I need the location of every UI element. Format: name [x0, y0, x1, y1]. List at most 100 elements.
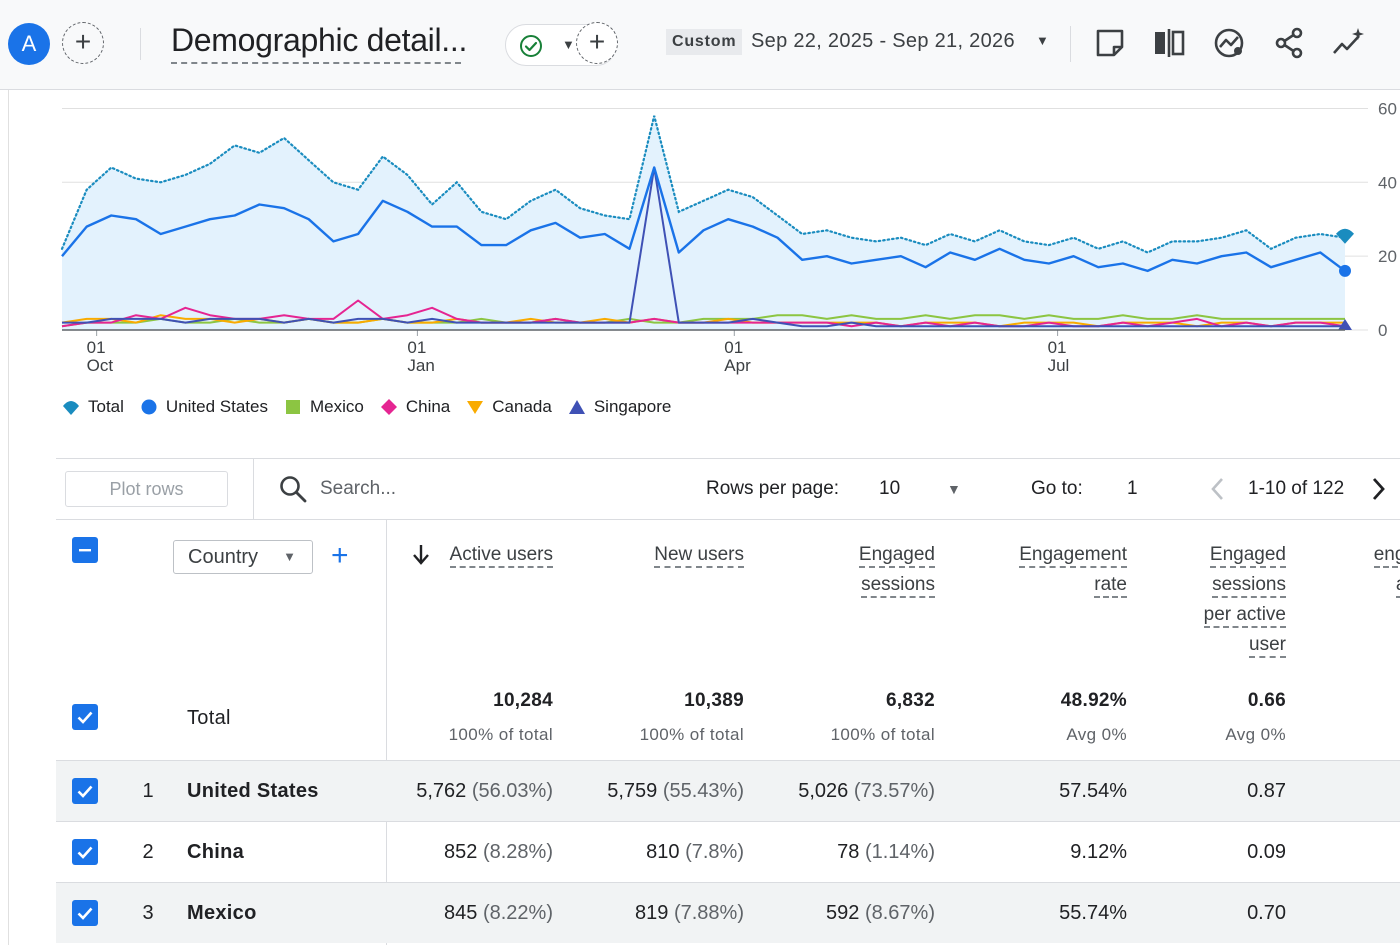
account-avatar[interactable]: A — [8, 23, 50, 65]
select-all-checkbox[interactable] — [72, 537, 98, 563]
caret-down-icon: ▼ — [562, 37, 575, 52]
table-total-row: Total 10,284 100% of total 10,389 100% of to… — [56, 690, 1400, 760]
column-header-text: sessions — [861, 574, 935, 598]
row-checkbox[interactable] — [72, 839, 98, 865]
cell-value: 592 — [826, 902, 860, 924]
country-name[interactable]: China — [187, 841, 245, 863]
table-cell: 0.09 — [1247, 841, 1286, 864]
insights-icon[interactable] — [1212, 26, 1246, 60]
table-cell: 5,762 (56.03%) — [416, 780, 553, 803]
legend-marker-mexico — [285, 400, 300, 414]
minus-icon — [79, 549, 91, 552]
cell-value: 0.09 — [1247, 841, 1286, 863]
table-row[interactable]: 1 United States 5,762 (56.03%) 5,759 (55.4… — [56, 760, 1400, 821]
y-tick-label: 40 — [1378, 173, 1397, 192]
column-header-text: Engaged — [858, 544, 935, 568]
legend-item-total[interactable]: Total — [62, 397, 124, 417]
date-preset-badge[interactable]: Custom — [666, 29, 743, 55]
add-comparison-button[interactable]: + — [62, 22, 104, 64]
legend-item-canada[interactable]: Canada — [466, 397, 552, 417]
legend-item-mexico[interactable]: Mexico — [284, 397, 364, 417]
cell-value: 55.74% — [1059, 902, 1127, 924]
row-checkbox[interactable] — [72, 778, 98, 804]
table-cell: 0.70 — [1247, 902, 1286, 925]
table-cell: 810 (7.8%) — [646, 841, 744, 864]
legend-item-united-states[interactable]: United States — [140, 397, 268, 417]
table-cell: 57.54% — [1059, 780, 1127, 803]
x-tick-month: Jan — [407, 356, 434, 375]
legend-item-singapore[interactable]: Singapore — [568, 397, 672, 417]
column-header-text: enga — [1373, 544, 1400, 568]
total-value: 48.92% — [1060, 690, 1127, 711]
table-row[interactable]: 3 Mexico 845 (8.22%) 819 (7.88%) 592 (8.67%… — [56, 882, 1400, 943]
row-checkbox[interactable] — [72, 900, 98, 926]
edit-note-icon[interactable] — [1093, 26, 1127, 60]
legend-label: Singapore — [593, 397, 672, 416]
column-header-0[interactable]: Active users — [449, 540, 553, 570]
cell-value: 0.87 — [1247, 780, 1286, 802]
compare-icon[interactable] — [1152, 26, 1186, 60]
search-input[interactable] — [320, 474, 600, 504]
cell-value: 0.70 — [1247, 902, 1286, 924]
legend-marker-total — [63, 401, 79, 415]
table-row[interactable]: 2 China 852 (8.28%) 810 (7.8%) 78 (1.14%) 9.… — [56, 821, 1400, 882]
caret-down-icon[interactable]: ▼ — [1036, 33, 1049, 48]
cell-value: 57.54% — [1059, 780, 1127, 802]
column-header-text: ac — [1395, 574, 1400, 598]
legend-label: Total — [88, 397, 124, 416]
share-icon[interactable] — [1272, 26, 1306, 60]
rows-per-page-select[interactable]: 10 — [879, 478, 901, 499]
legend-marker-united-states — [141, 399, 157, 415]
add-icon: + — [74, 26, 92, 57]
arrow-down-icon[interactable] — [411, 542, 431, 566]
cell-value: 852 — [444, 841, 478, 863]
plot-rows-button[interactable]: Plot rows — [65, 471, 228, 507]
chevron-right-icon[interactable] — [1366, 474, 1390, 504]
divider — [140, 28, 141, 60]
country-name[interactable]: Mexico — [187, 902, 257, 924]
column-header-text: New users — [654, 544, 744, 568]
total-subtext: Avg 0% — [1225, 725, 1286, 744]
x-tick-day: 01 — [407, 338, 426, 357]
total-subtext: 100% of total — [448, 725, 553, 744]
data-table: Country ▼ + Active users New users Engaged… — [56, 520, 1400, 945]
total-subtext: 100% of total — [830, 725, 935, 744]
column-header-text: per active — [1203, 604, 1286, 628]
column-header-3[interactable]: Engagement rate — [1019, 540, 1127, 600]
legend-item-china[interactable]: China — [380, 397, 450, 417]
row-checkbox[interactable] — [72, 704, 98, 730]
series-line-united-states — [61, 166, 1346, 273]
report-title[interactable]: Demographic detail... — [171, 22, 468, 58]
series-line-mexico — [61, 314, 1345, 328]
column-header-1[interactable]: New users — [654, 540, 744, 570]
goto-page-input[interactable]: 1 — [1127, 478, 1138, 499]
total-value: 10,389 — [684, 690, 744, 711]
cell-value: 78 — [837, 841, 860, 863]
dimension-select[interactable]: Country ▼ — [173, 540, 313, 574]
cell-value: 5,759 — [607, 780, 658, 802]
series-line-total — [60, 115, 1347, 254]
cell-percent: (8.22%) — [482, 902, 553, 924]
cell-value: 810 — [646, 841, 680, 863]
column-header-4[interactable]: Engaged sessions per active user — [1203, 540, 1286, 660]
row-rank: 1 — [142, 780, 154, 802]
title-underline — [171, 62, 461, 64]
column-header-2[interactable]: Engaged sessions — [858, 540, 935, 600]
panel-edge — [8, 90, 9, 945]
column-header-5[interactable]: enga ac — [1373, 540, 1400, 600]
rows-per-page-label: Rows per page: — [706, 478, 840, 499]
add-filter-button[interactable]: + — [576, 22, 618, 64]
add-dimension-button[interactable]: + — [331, 541, 349, 571]
column-header-text: Engagement — [1019, 544, 1127, 568]
cell-value: 819 — [635, 902, 669, 924]
row-rank: 2 — [142, 841, 154, 863]
chevron-left-icon[interactable] — [1206, 474, 1230, 504]
pagination-info: 1-10 of 122 — [1248, 478, 1345, 499]
country-name[interactable]: United States — [187, 780, 319, 802]
series-line-singapore — [62, 166, 1345, 328]
sparkle-icon[interactable] — [1331, 26, 1365, 60]
date-range-picker[interactable]: Sep 22, 2025 - Sep 21, 2026 — [751, 30, 1015, 52]
table-cell: 0.87 — [1247, 780, 1286, 803]
caret-down-icon[interactable]: ▼ — [947, 481, 961, 497]
